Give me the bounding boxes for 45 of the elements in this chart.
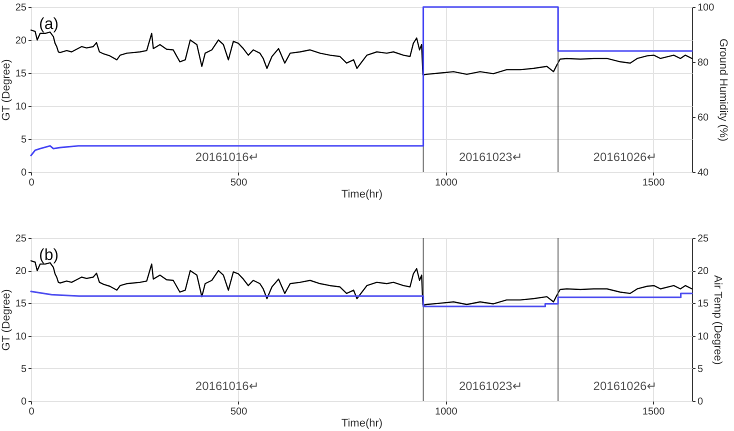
x-tick-label: 1000 bbox=[435, 406, 458, 418]
annotation: 20161026↵ bbox=[593, 379, 657, 393]
x-tick-label: 0 bbox=[28, 178, 35, 188]
y-tick-label: 0 bbox=[20, 396, 27, 408]
y2-tick-label: 80 bbox=[698, 58, 710, 68]
x-tick-label: 1000 bbox=[435, 178, 458, 188]
annotation: 20161026↵ bbox=[593, 150, 657, 164]
x-tick-label: 0 bbox=[28, 406, 35, 418]
y-tick-label: 15 bbox=[15, 298, 27, 310]
x-tick-label: 500 bbox=[230, 406, 248, 418]
y2-tick-label: 100 bbox=[698, 2, 715, 14]
y-tick-label: 0 bbox=[20, 168, 27, 178]
y2-tick-label: 0 bbox=[698, 396, 704, 408]
x-axis-title: Time(hr) bbox=[341, 188, 383, 200]
y2-tick-label: 5 bbox=[698, 364, 704, 375]
y2-axis-title: Ground Humidity (%) bbox=[717, 38, 730, 142]
annotation: 20161023↵ bbox=[458, 379, 522, 393]
y-tick-label: 20 bbox=[15, 266, 27, 278]
y2-tick-label: 15 bbox=[698, 298, 710, 310]
text: (b) bbox=[39, 247, 59, 264]
x-tick-label: 1500 bbox=[642, 178, 666, 188]
y2-tick-label: 10 bbox=[698, 331, 710, 342]
annotation: 20161016↵ bbox=[195, 379, 259, 393]
y-tick-label: 5 bbox=[20, 134, 27, 146]
y-tick-label: 25 bbox=[15, 234, 27, 244]
y2-tick-label: 60 bbox=[698, 112, 710, 124]
y-tick-label: 5 bbox=[20, 364, 27, 375]
y-tick-label: 15 bbox=[15, 68, 27, 80]
x-axis-title: Time(hr) bbox=[341, 418, 383, 430]
y-tick-label: 10 bbox=[15, 102, 27, 112]
line-series bbox=[30, 290, 693, 308]
text: (a) bbox=[39, 16, 59, 33]
y-axis-title: GT (Degree) bbox=[0, 59, 12, 121]
y2-tick-label: 40 bbox=[698, 168, 710, 178]
y-tick-label: 10 bbox=[15, 331, 27, 342]
y-tick-label: 25 bbox=[15, 2, 27, 14]
x-tick-label: 500 bbox=[230, 178, 248, 188]
annotation: 20161016↵ bbox=[195, 150, 259, 164]
y-axis-title: GT (Degree) bbox=[0, 289, 12, 351]
annotation: 20161023↵ bbox=[458, 150, 522, 164]
x-tick-label: 1500 bbox=[642, 406, 666, 418]
y2-tick-label: 25 bbox=[698, 234, 710, 244]
y2-tick-label: 20 bbox=[698, 266, 710, 278]
y-tick-label: 20 bbox=[15, 36, 27, 46]
y2-axis-title: Air Temp (Degree) bbox=[712, 275, 724, 365]
